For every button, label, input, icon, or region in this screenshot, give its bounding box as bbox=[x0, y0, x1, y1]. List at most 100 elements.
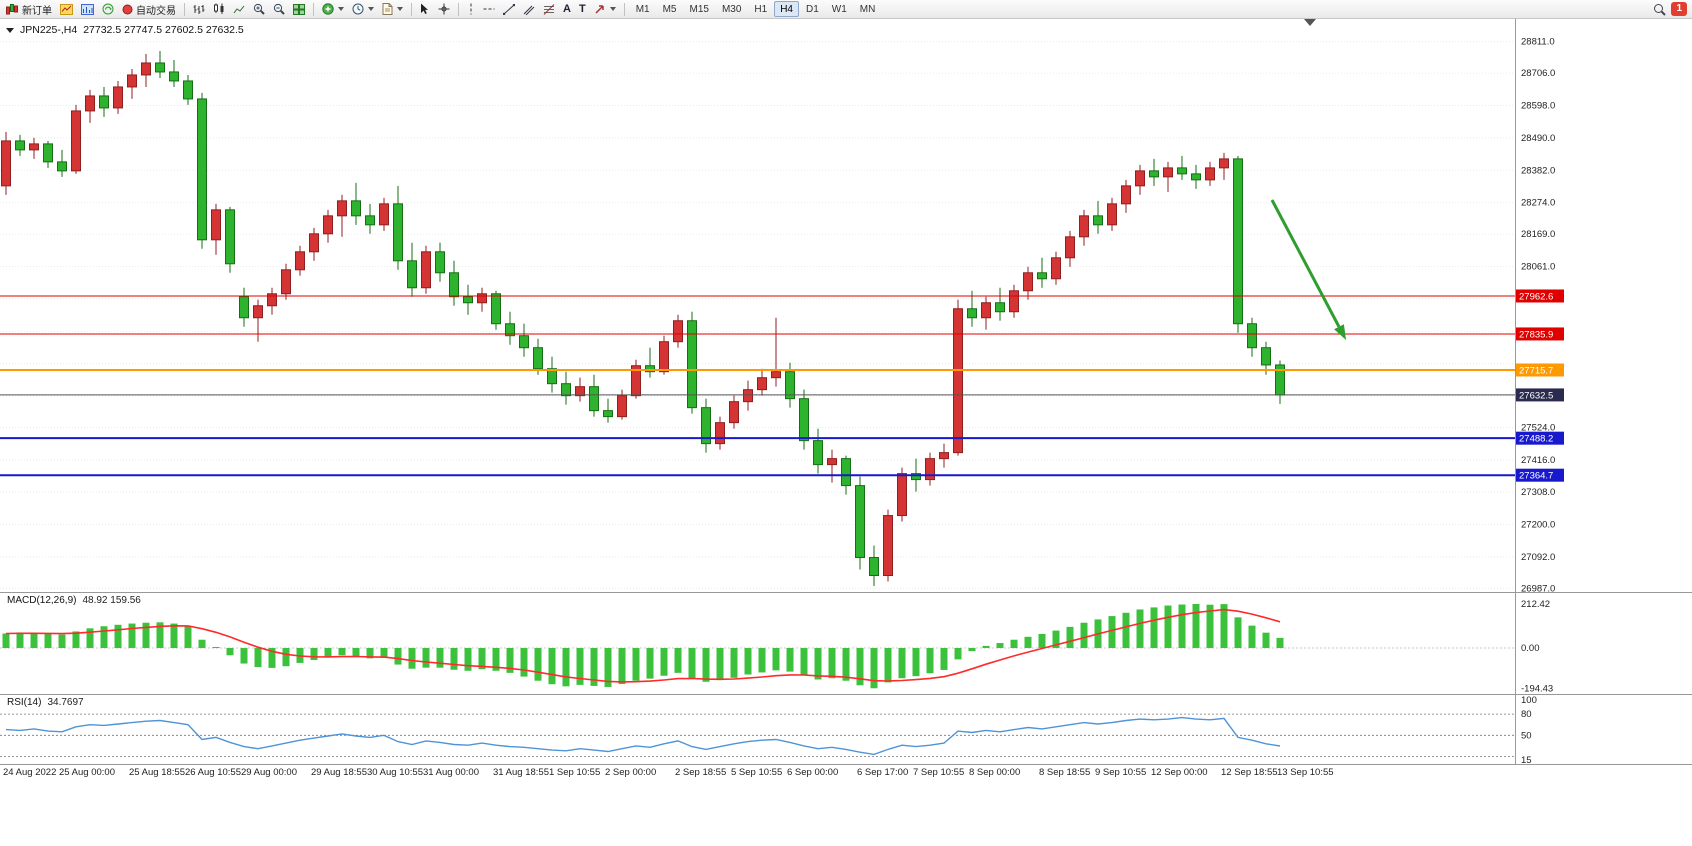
toolbar: 新订单 自动交易 bbox=[0, 0, 1692, 19]
tile-windows-icon bbox=[293, 3, 305, 15]
svg-text:31 Aug 00:00: 31 Aug 00:00 bbox=[423, 767, 479, 778]
fibonacci-tool-button[interactable] bbox=[540, 1, 558, 18]
svg-text:27092.0: 27092.0 bbox=[1521, 552, 1555, 563]
periods-button[interactable] bbox=[349, 1, 377, 18]
templates-button[interactable] bbox=[379, 1, 406, 18]
text-tool-icon: A bbox=[563, 3, 571, 15]
price-axis[interactable]: 28811.0 28706.0 28598.0 28490.0 28382.0 28274… bbox=[1521, 37, 1555, 766]
svg-text:100: 100 bbox=[1521, 695, 1537, 706]
trendline-tool-button[interactable] bbox=[500, 1, 518, 18]
svg-text:27200.0: 27200.0 bbox=[1521, 520, 1555, 531]
trend-arrow-annotation[interactable] bbox=[1270, 199, 1346, 340]
zoom-in-button[interactable] bbox=[250, 1, 268, 18]
line-chart-icon bbox=[233, 4, 245, 15]
svg-text:28490.0: 28490.0 bbox=[1521, 133, 1555, 144]
symbol-dropdown-icon[interactable] bbox=[6, 27, 14, 33]
autotrading-button[interactable]: 自动交易 bbox=[119, 1, 179, 18]
template-document-icon bbox=[382, 3, 393, 15]
line-chart-button[interactable] bbox=[230, 1, 248, 18]
zoom-out-button[interactable] bbox=[270, 1, 288, 18]
svg-text:30 Aug 10:55: 30 Aug 10:55 bbox=[367, 767, 423, 778]
chevron-down-icon bbox=[368, 7, 374, 11]
indicators-icon bbox=[322, 3, 334, 15]
new-order-label: 新订单 bbox=[22, 5, 52, 17]
search-button[interactable] bbox=[1650, 1, 1669, 18]
rsi-panel bbox=[0, 713, 1515, 757]
crosshair-icon bbox=[438, 3, 450, 15]
time-axis[interactable]: 24 Aug 2022 25 Aug 00:00 25 Aug 18:55 26 Au… bbox=[3, 767, 1334, 778]
candlestick-chart-button[interactable] bbox=[210, 1, 228, 18]
bar-chart-button[interactable] bbox=[190, 1, 208, 18]
toolbar-separator bbox=[184, 2, 185, 16]
indicators-button[interactable] bbox=[319, 1, 347, 18]
svg-text:25 Aug 18:55: 25 Aug 18:55 bbox=[129, 767, 185, 778]
timeframe-m30-button[interactable]: M30 bbox=[721, 4, 742, 15]
svg-text:15: 15 bbox=[1521, 755, 1532, 766]
svg-text:28169.0: 28169.0 bbox=[1521, 229, 1555, 240]
text-tool-button[interactable]: A bbox=[560, 1, 574, 18]
svg-text:80: 80 bbox=[1521, 709, 1532, 720]
timeframe-d1-button[interactable]: D1 bbox=[806, 4, 819, 15]
svg-text:27715.7: 27715.7 bbox=[1519, 365, 1553, 376]
chart-shift-marker[interactable] bbox=[1304, 19, 1316, 26]
toolbar-separator bbox=[411, 2, 412, 16]
svg-text:28811.0: 28811.0 bbox=[1521, 37, 1555, 48]
new-chart-icon bbox=[60, 3, 73, 15]
candles bbox=[1, 50, 1285, 587]
symbol-info-line: JPN225-,H4 27732.5 27747.5 27602.5 27632… bbox=[6, 24, 244, 36]
svg-text:27364.7: 27364.7 bbox=[1519, 471, 1553, 482]
symbol-timeframe-label: JPN225-,H4 bbox=[20, 24, 78, 36]
label-tool-button[interactable]: T bbox=[576, 1, 589, 18]
market-watch-icon bbox=[81, 3, 94, 15]
panel-dividers bbox=[0, 19, 1692, 765]
timeframe-mn-button[interactable]: MN bbox=[859, 4, 876, 15]
channel-tool-button[interactable] bbox=[520, 1, 538, 18]
navigator-button[interactable] bbox=[99, 1, 117, 18]
timeframe-h1-button[interactable]: H1 bbox=[754, 4, 768, 15]
timeframe-m5-button[interactable]: M5 bbox=[662, 4, 677, 15]
chevron-down-icon bbox=[397, 7, 403, 11]
macd-name: MACD(12,26,9) bbox=[7, 595, 77, 606]
search-icon bbox=[1653, 3, 1667, 16]
svg-text:13 Sep 10:55: 13 Sep 10:55 bbox=[1277, 767, 1334, 778]
svg-text:5 Sep 10:55: 5 Sep 10:55 bbox=[731, 767, 782, 778]
arrows-tool-button[interactable] bbox=[591, 1, 619, 18]
rsi-name: RSI(14) bbox=[7, 697, 42, 708]
market-watch-button[interactable] bbox=[78, 1, 97, 18]
horizontal-line-tool-button[interactable] bbox=[480, 1, 498, 18]
price-badges: 27962.6 27835.9 27715.7 27632.5 27488.2 27364… bbox=[1516, 289, 1564, 482]
crosshair-button[interactable] bbox=[435, 1, 453, 18]
tile-windows-button[interactable] bbox=[290, 1, 308, 18]
horizontal-level-lines[interactable] bbox=[0, 295, 1515, 477]
rsi-indicator-title: RSI(14) 34.7697 bbox=[7, 697, 84, 708]
svg-text:8 Sep 00:00: 8 Sep 00:00 bbox=[969, 767, 1020, 778]
cursor-icon bbox=[420, 3, 430, 15]
timeframe-m1-button[interactable]: M1 bbox=[635, 4, 650, 15]
autotrading-icon bbox=[122, 4, 133, 15]
timeframe-w1-button[interactable]: W1 bbox=[831, 4, 847, 15]
svg-text:28061.0: 28061.0 bbox=[1521, 261, 1555, 272]
vertical-line-tool-button[interactable] bbox=[464, 1, 478, 18]
svg-text:28274.0: 28274.0 bbox=[1521, 198, 1555, 209]
toolbar-separator bbox=[623, 2, 625, 16]
chevron-down-icon bbox=[338, 7, 344, 11]
svg-text:31 Aug 18:55: 31 Aug 18:55 bbox=[493, 767, 549, 778]
svg-text:29 Aug 00:00: 29 Aug 00:00 bbox=[241, 767, 297, 778]
svg-text:1 Sep 10:55: 1 Sep 10:55 bbox=[549, 767, 600, 778]
horizontal-line-icon bbox=[483, 5, 495, 13]
svg-text:27308.0: 27308.0 bbox=[1521, 487, 1555, 498]
timeframe-h4-button[interactable]: H4 bbox=[774, 1, 799, 17]
svg-text:2 Sep 00:00: 2 Sep 00:00 bbox=[605, 767, 656, 778]
new-order-button[interactable]: 新订单 bbox=[3, 1, 55, 18]
cursor-button[interactable] bbox=[417, 1, 433, 18]
new-chart-button[interactable] bbox=[57, 1, 76, 18]
equidistant-channel-icon bbox=[523, 4, 535, 15]
bar-chart-icon bbox=[193, 4, 205, 15]
notification-badge[interactable]: 1 bbox=[1671, 2, 1687, 16]
fibonacci-icon bbox=[543, 3, 555, 15]
candlestick-chart-icon bbox=[213, 3, 225, 15]
svg-text:-194.43: -194.43 bbox=[1521, 683, 1553, 694]
svg-text:2 Sep 18:55: 2 Sep 18:55 bbox=[675, 767, 726, 778]
timeframe-m15-button[interactable]: M15 bbox=[689, 4, 709, 15]
